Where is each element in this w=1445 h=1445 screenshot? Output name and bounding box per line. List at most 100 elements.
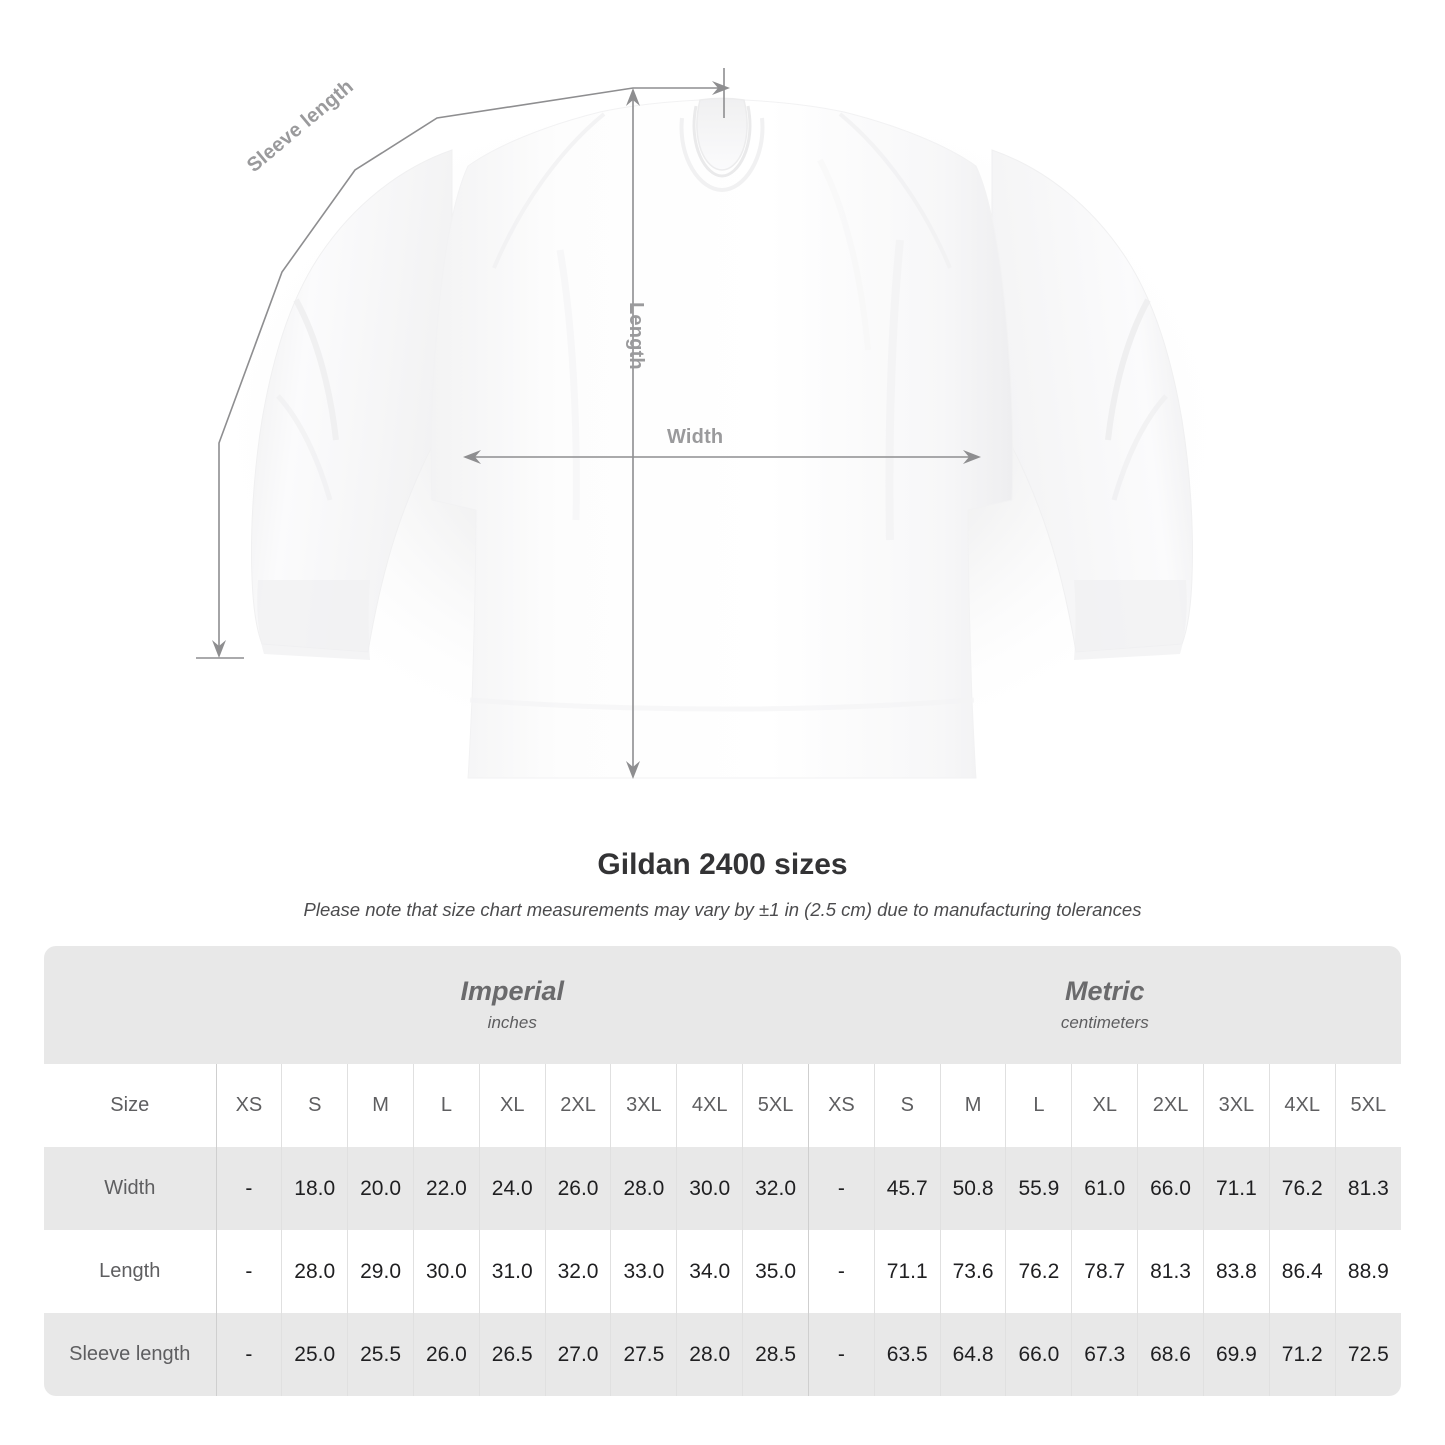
- cell-metric-width-2xl: 66.0: [1137, 1147, 1204, 1230]
- cell-imperial-length-xs: -: [215, 1230, 282, 1313]
- length-arrow-down: [626, 761, 640, 779]
- size-header-metric-s: S: [873, 1064, 941, 1147]
- cell-imperial-width-2xl: 26.0: [544, 1147, 611, 1230]
- page-title: Gildan 2400 sizes: [597, 848, 848, 881]
- cell-imperial-width-xs: -: [215, 1147, 282, 1230]
- long-sleeve-shirt-graphic: [196, 68, 1242, 780]
- cell-imperial-width-5xl: 32.0: [742, 1147, 809, 1230]
- left-shoulder-seam: [492, 112, 606, 269]
- cell-metric-length-4xl: 86.4: [1268, 1230, 1336, 1313]
- cell-imperial-width-l: 22.0: [412, 1147, 480, 1230]
- table-head: Imperial inches Metric centimeters: [44, 946, 1402, 1064]
- size-header-metric-4xl: 4XL: [1268, 1064, 1336, 1147]
- cell-imperial-width-s: 18.0: [281, 1147, 348, 1230]
- cell-metric-length-s: 71.1: [873, 1230, 941, 1313]
- cell-imperial-length-l: 30.0: [412, 1230, 480, 1313]
- right-cuff: [1074, 580, 1187, 660]
- cell-imperial-length-4xl: 34.0: [676, 1230, 743, 1313]
- cell-metric-width-m: 50.8: [939, 1147, 1006, 1230]
- width-arrow-left: [463, 450, 481, 464]
- cell-metric-length-3xl: 83.8: [1202, 1230, 1270, 1313]
- cell-metric-sleeve-length-2xl: 68.6: [1137, 1313, 1204, 1396]
- left-cuff: [257, 580, 370, 660]
- size-header-metric-5xl: 5XL: [1334, 1064, 1402, 1147]
- right-sleeve: [991, 149, 1194, 653]
- size-header-metric-2xl: 2XL: [1137, 1064, 1204, 1147]
- cell-imperial-sleeve-length-4xl: 28.0: [676, 1313, 743, 1396]
- metric-unit-sub: centimeters: [1060, 1013, 1149, 1032]
- size-header-metric-xl: XL: [1071, 1064, 1138, 1147]
- right-shoulder-seam: [838, 112, 952, 269]
- cell-metric-sleeve-length-4xl: 71.2: [1268, 1313, 1336, 1396]
- cell-imperial-width-4xl: 30.0: [676, 1147, 743, 1230]
- right-sleeve-fold-2: [1111, 394, 1168, 501]
- size-header-metric-m: M: [939, 1064, 1006, 1147]
- size-header-imperial-m: M: [347, 1064, 414, 1147]
- cell-metric-length-m: 73.6: [939, 1230, 1006, 1313]
- collar-seam: [679, 117, 765, 193]
- cell-metric-width-xl: 61.0: [1071, 1147, 1138, 1230]
- size-header-row: Size XS S M L XL 2XL 3XL 4XL 5XL XS S M L XL 2XL 3XL 4XL 5…: [44, 1064, 1402, 1147]
- size-header-imperial-xl: XL: [478, 1064, 546, 1147]
- cell-imperial-sleeve-length-xl: 26.5: [478, 1313, 546, 1396]
- hem-line: [469, 697, 975, 712]
- imperial-unit-sub: inches: [487, 1013, 537, 1032]
- cell-imperial-length-2xl: 32.0: [544, 1230, 611, 1313]
- cell-imperial-sleeve-length-l: 26.0: [412, 1313, 480, 1396]
- cell-metric-length-xs: -: [808, 1230, 875, 1313]
- cell-metric-width-s: 45.7: [873, 1147, 941, 1230]
- table-row: Length -28.0 29.0 30.0 31.0 32.0 33.0 34.0 35.0-…: [44, 1230, 1402, 1313]
- collar-ribbing: [692, 105, 752, 178]
- cell-metric-sleeve-length-xl: 67.3: [1071, 1313, 1138, 1396]
- cell-metric-sleeve-length-l: 66.0: [1005, 1313, 1072, 1396]
- size-header-metric-l: L: [1005, 1064, 1072, 1147]
- left-sleeve-fold: [293, 298, 339, 441]
- garment-illustration: Sleeve length Length Width: [196, 68, 1242, 780]
- metric-unit-cell: Metric centimeters: [808, 946, 1402, 1064]
- body-fold-left: [556, 249, 580, 521]
- cell-imperial-length-xl: 31.0: [478, 1230, 546, 1313]
- cell-imperial-width-m: 20.0: [347, 1147, 414, 1230]
- table-row: Width -18.0 20.0 22.0 24.0 26.0 28.0 30.0 32.0-4…: [44, 1147, 1402, 1230]
- unit-band-spacer: [44, 946, 216, 1064]
- collar: [696, 97, 748, 171]
- right-sleeve-fold: [1105, 298, 1151, 441]
- size-header-metric-xs: XS: [808, 1064, 875, 1147]
- length-arrow-up: [626, 88, 640, 106]
- sleeve-arrow-right: [712, 81, 730, 95]
- size-header-imperial-xs: XS: [215, 1064, 282, 1147]
- cell-metric-width-5xl: 81.3: [1334, 1147, 1402, 1230]
- cell-imperial-sleeve-length-5xl: 28.5: [742, 1313, 809, 1396]
- imperial-unit-name: Imperial: [460, 976, 565, 1006]
- table-row: Sleeve length -25.0 25.5 26.0 26.5 27.0 27.5 28…: [44, 1313, 1402, 1396]
- cell-metric-width-xs: -: [808, 1147, 875, 1230]
- cell-imperial-length-5xl: 35.0: [742, 1230, 809, 1313]
- title-block: Gildan 2400 sizes Please note that size …: [0, 846, 1445, 922]
- cell-metric-sleeve-length-xs: -: [808, 1313, 875, 1396]
- cell-metric-length-l: 76.2: [1005, 1230, 1072, 1313]
- body-fold-chest: [817, 158, 871, 351]
- tolerance-note: Please note that size chart measurements…: [303, 899, 1142, 920]
- size-header-imperial-5xl: 5XL: [742, 1064, 809, 1147]
- size-chart-table-wrapper: Imperial inches Metric centimeters Size X…: [44, 946, 1402, 1396]
- cell-metric-width-l: 55.9: [1005, 1147, 1072, 1230]
- imperial-unit-cell: Imperial inches: [216, 946, 809, 1064]
- cell-metric-length-xl: 78.7: [1071, 1230, 1138, 1313]
- size-header-imperial-s: S: [281, 1064, 348, 1147]
- left-sleeve: [250, 149, 453, 653]
- metric-unit-name: Metric: [1065, 976, 1145, 1006]
- cell-metric-length-2xl: 81.3: [1137, 1230, 1204, 1313]
- cell-imperial-sleeve-length-3xl: 27.5: [610, 1313, 677, 1396]
- cell-imperial-sleeve-length-xs: -: [215, 1313, 282, 1396]
- cell-metric-sleeve-length-s: 63.5: [873, 1313, 941, 1396]
- size-header-imperial-l: L: [412, 1064, 480, 1147]
- size-header-metric-3xl: 3XL: [1202, 1064, 1270, 1147]
- width-arrow-right: [963, 450, 981, 464]
- cell-metric-length-5xl: 88.9: [1334, 1230, 1402, 1313]
- row-label-sleeve-length: Sleeve length: [44, 1313, 216, 1396]
- cell-metric-sleeve-length-5xl: 72.5: [1334, 1313, 1402, 1396]
- body-fold-right: [885, 239, 904, 541]
- cell-metric-width-3xl: 71.1: [1202, 1147, 1270, 1230]
- cell-imperial-width-3xl: 28.0: [610, 1147, 677, 1230]
- cell-imperial-length-m: 29.0: [347, 1230, 414, 1313]
